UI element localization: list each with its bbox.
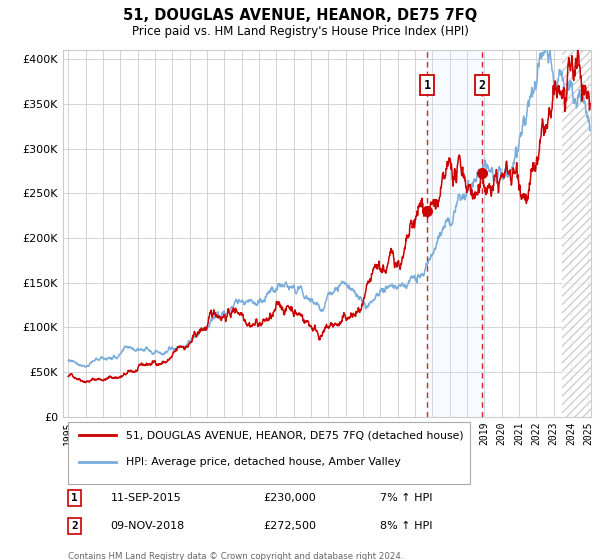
Text: 2: 2 [71, 521, 78, 531]
Text: 2: 2 [478, 79, 485, 92]
Text: Price paid vs. HM Land Registry's House Price Index (HPI): Price paid vs. HM Land Registry's House … [131, 25, 469, 38]
Text: 51, DOUGLAS AVENUE, HEANOR, DE75 7FQ (detached house): 51, DOUGLAS AVENUE, HEANOR, DE75 7FQ (de… [127, 430, 464, 440]
Text: £230,000: £230,000 [263, 493, 316, 503]
Text: 09-NOV-2018: 09-NOV-2018 [110, 521, 185, 531]
Bar [427, 50, 482, 417]
Text: £272,500: £272,500 [263, 521, 317, 531]
FancyBboxPatch shape [68, 422, 470, 484]
Text: 1: 1 [71, 493, 78, 503]
Text: Contains HM Land Registry data © Crown copyright and database right 2024.
This d: Contains HM Land Registry data © Crown c… [68, 552, 404, 560]
Text: 1: 1 [424, 79, 431, 92]
Text: 7% ↑ HPI: 7% ↑ HPI [380, 493, 432, 503]
Text: HPI: Average price, detached house, Amber Valley: HPI: Average price, detached house, Ambe… [127, 457, 401, 466]
Text: 11-SEP-2015: 11-SEP-2015 [110, 493, 181, 503]
Text: 51, DOUGLAS AVENUE, HEANOR, DE75 7FQ: 51, DOUGLAS AVENUE, HEANOR, DE75 7FQ [123, 8, 477, 24]
Bar [562, 50, 597, 417]
Text: 8% ↑ HPI: 8% ↑ HPI [380, 521, 432, 531]
